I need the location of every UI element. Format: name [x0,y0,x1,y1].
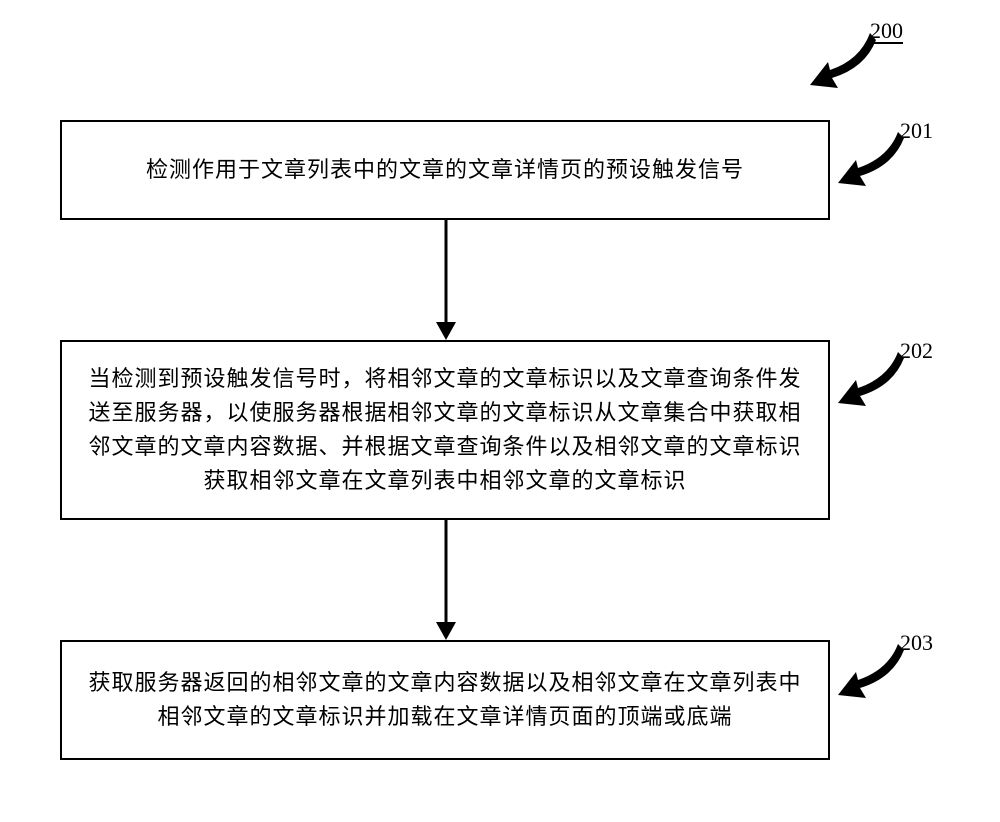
arrow-head-icon [436,322,456,340]
arrow-line [444,220,447,322]
diagram-title: 200 [870,18,903,44]
arrow-head-icon [436,622,456,640]
leader-curve-202 [838,352,904,406]
flow-step-step2: 当检测到预设触发信号时，将相邻文章的文章标识以及文章查询条件发送至服务器，以使服… [60,340,830,520]
flow-arrow-step2-step3 [445,520,446,640]
flow-step-text: 获取服务器返回的相邻文章的文章内容数据以及相邻文章在文章列表中相邻文章的文章标识… [86,666,804,734]
flow-step-text: 当检测到预设触发信号时，将相邻文章的文章标识以及文章查询条件发送至服务器，以使服… [86,362,804,498]
step-label-201: 201 [900,118,933,144]
flow-arrow-step1-step2 [445,220,446,340]
flow-step-step3: 获取服务器返回的相邻文章的文章内容数据以及相邻文章在文章列表中相邻文章的文章标识… [60,640,830,760]
arrow-line [444,520,447,622]
leader-curve-203 [838,644,904,698]
flow-step-step1: 检测作用于文章列表中的文章的文章详情页的预设触发信号 [60,120,830,220]
step-label-202: 202 [900,338,933,364]
flow-step-text: 检测作用于文章列表中的文章的文章详情页的预设触发信号 [146,153,744,187]
leader-curve-title [810,33,876,88]
leader-curve-201 [838,132,904,186]
step-label-203: 203 [900,630,933,656]
